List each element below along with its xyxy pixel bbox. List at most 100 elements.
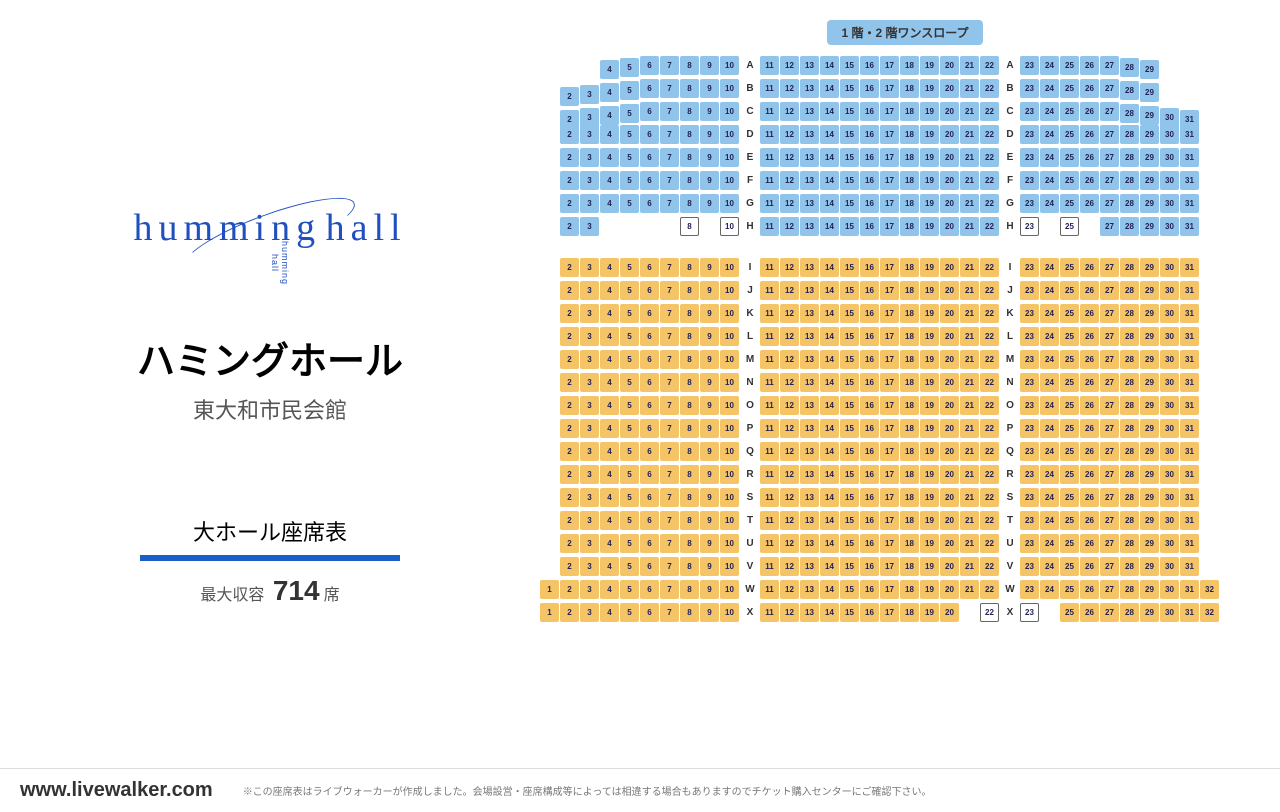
seat: 24 [1040,373,1059,392]
seat: 13 [800,281,819,300]
seat: 2 [560,148,579,167]
seat: 10 [720,488,739,507]
row-label: E [740,152,760,163]
seat: 8 [680,217,699,236]
seat: 18 [900,171,919,190]
seat: 25 [1060,148,1079,167]
seat: 22 [980,304,999,323]
seat: 22 [980,125,999,144]
seat: 4 [600,488,619,507]
seat [580,62,599,81]
seat: 14 [820,79,839,98]
seat-row: 23810H111213141516171819202122H232527282… [540,216,1270,237]
row-label: S [740,492,760,503]
seat: 12 [780,304,799,323]
seat: 30 [1160,350,1179,369]
seat: 22 [980,511,999,530]
seat: 6 [640,79,659,98]
seat: 15 [840,281,859,300]
seat-row: 2345678910T111213141516171819202122T2324… [540,510,1270,531]
seat: 22 [980,56,999,75]
seat: 7 [660,580,679,599]
seat: 26 [1080,465,1099,484]
seat: 5 [620,511,639,530]
seat: 4 [600,511,619,530]
seat: 26 [1080,304,1099,323]
seat: 4 [600,580,619,599]
seat: 29 [1140,373,1159,392]
seat: 11 [760,304,779,323]
seat: 5 [620,104,639,123]
seat: 30 [1160,281,1179,300]
seat: 28 [1120,258,1139,277]
seat: 19 [920,465,939,484]
seat: 24 [1040,350,1059,369]
seat: 23 [1020,281,1039,300]
row-label: O [740,400,760,411]
seat: 13 [800,102,819,121]
seat: 19 [920,304,939,323]
seat: 13 [800,419,819,438]
seat [1040,603,1059,622]
seat: 21 [960,194,979,213]
seat: 17 [880,488,899,507]
seat: 4 [600,327,619,346]
seat: 14 [820,557,839,576]
seat: 10 [720,56,739,75]
seat: 12 [780,281,799,300]
seat: 2 [560,281,579,300]
seat: 24 [1040,258,1059,277]
seat: 8 [680,171,699,190]
seat: 9 [700,148,719,167]
seat [660,217,679,236]
seat: 5 [620,304,639,323]
seat: 25 [1060,396,1079,415]
seat: 27 [1100,217,1119,236]
seat: 19 [920,56,939,75]
seat: 8 [680,396,699,415]
seat: 12 [780,125,799,144]
seat: 17 [880,56,899,75]
seat: 15 [840,258,859,277]
seat: 12 [780,557,799,576]
seat: 7 [660,419,679,438]
seat: 14 [820,511,839,530]
seat: 9 [700,171,719,190]
seat: 9 [700,465,719,484]
seat: 31 [1180,442,1199,461]
row-label: Q [1000,446,1020,457]
row-label: C [740,106,760,117]
seat: 19 [920,511,939,530]
seat: 6 [640,465,659,484]
seat: 28 [1120,465,1139,484]
seat: 22 [980,442,999,461]
row-label: C [1000,106,1020,117]
seat: 28 [1120,58,1139,77]
seat: 9 [700,419,719,438]
seat: 12 [780,148,799,167]
seat: 20 [940,125,959,144]
seat [1200,373,1219,392]
seat [1200,327,1219,346]
seat: 16 [860,194,879,213]
seat: 14 [820,442,839,461]
seat: 4 [600,396,619,415]
seat: 6 [640,194,659,213]
seat [640,217,659,236]
seat: 30 [1160,396,1179,415]
seat [540,419,559,438]
row-label: A [1000,60,1020,71]
seat: 7 [660,557,679,576]
seat: 25 [1060,488,1079,507]
seat: 27 [1100,194,1119,213]
seat: 17 [880,102,899,121]
seat: 15 [840,465,859,484]
seat: 25 [1060,281,1079,300]
seat: 27 [1100,603,1119,622]
seat: 11 [760,603,779,622]
seat: 9 [700,194,719,213]
seat: 17 [880,125,899,144]
seat: 10 [720,396,739,415]
seat: 7 [660,327,679,346]
seat: 21 [960,465,979,484]
